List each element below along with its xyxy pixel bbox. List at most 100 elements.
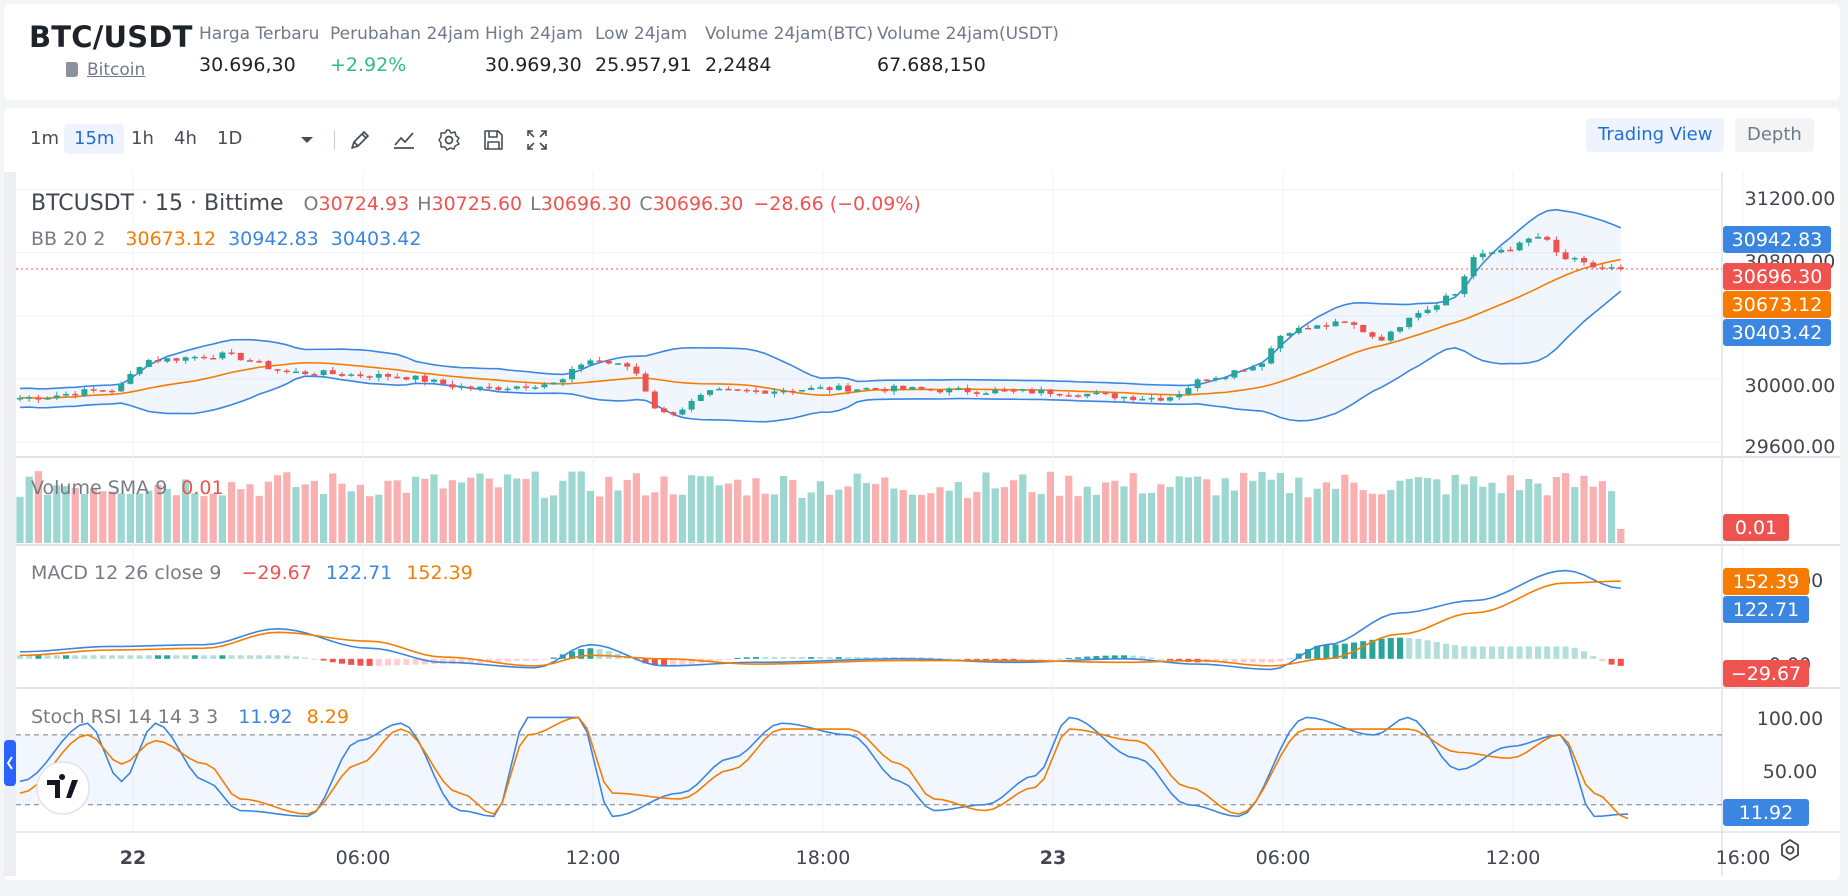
macd-histogram-bar xyxy=(578,649,585,659)
timeframe-1m[interactable]: 1m xyxy=(30,128,59,149)
panel-expand-handle[interactable] xyxy=(4,740,16,786)
gear-icon[interactable] xyxy=(436,127,462,153)
macd-histogram-bar xyxy=(210,655,217,659)
macd-histogram-bar xyxy=(789,657,796,659)
tag-text: 152.39 xyxy=(1733,571,1799,593)
coin-link[interactable]: Bitcoin xyxy=(66,60,145,80)
line-chart-icon[interactable] xyxy=(391,127,417,153)
volume-bar xyxy=(945,490,953,543)
pen-icon[interactable] xyxy=(347,127,373,153)
volume-bar xyxy=(936,487,944,543)
candle-body xyxy=(127,374,134,384)
candle-body xyxy=(504,388,511,391)
tag-text: 30403.42 xyxy=(1732,322,1823,344)
stoch-rsi-pane xyxy=(16,716,1722,820)
coin-link-label[interactable]: Bitcoin xyxy=(87,60,146,80)
candle-body xyxy=(1259,363,1265,367)
volume-bar xyxy=(1617,529,1625,543)
timeframe-1d[interactable]: 1D xyxy=(217,128,243,149)
bb-upper-value: 30942.83 xyxy=(228,228,319,250)
volume-bar xyxy=(1295,477,1303,543)
stoch-rsi-legend: Stoch RSI 14 14 3 3 11.92 8.29 xyxy=(31,706,349,728)
volume-bar xyxy=(421,478,429,543)
volume-bar xyxy=(651,492,659,543)
macd-histogram-bar xyxy=(1369,639,1376,659)
candle-body xyxy=(81,389,88,396)
candle-body xyxy=(1222,377,1229,380)
candle-body xyxy=(265,361,272,370)
volume-bar xyxy=(770,494,778,543)
volume-bar xyxy=(706,476,714,543)
macd-histogram-bar xyxy=(348,658,355,665)
candle-body xyxy=(578,364,585,369)
volume-bar xyxy=(918,494,926,543)
timeframe-4h[interactable]: 4h xyxy=(174,128,197,149)
volume-bar xyxy=(384,480,392,543)
volume-bar xyxy=(678,494,686,543)
candle-body xyxy=(789,390,796,393)
volume-bar xyxy=(881,477,889,543)
macd-line xyxy=(19,569,1621,671)
ohlc-close: 30696.30 xyxy=(653,193,744,215)
candle-body xyxy=(1415,313,1422,318)
candle-body xyxy=(771,391,778,394)
macd-histogram-bar xyxy=(605,650,612,659)
volume-bar xyxy=(136,493,144,543)
macd-histogram-bar xyxy=(1323,644,1330,659)
volume-bar xyxy=(182,479,190,543)
stat-label: Harga Terbaru xyxy=(199,24,320,44)
volume-bar xyxy=(1157,484,1165,543)
candle-body xyxy=(707,390,713,395)
candle-body xyxy=(541,384,548,388)
macd-histogram-bar xyxy=(927,657,934,659)
price-tick: 31200.00 xyxy=(1745,188,1836,210)
chevron-down-icon[interactable] xyxy=(294,127,320,153)
volume-bar xyxy=(1322,482,1330,543)
macd-histogram-bar xyxy=(707,658,713,662)
volume-bar xyxy=(1580,475,1588,543)
candle-body xyxy=(495,387,502,391)
candle-body xyxy=(927,388,934,391)
candle-body xyxy=(1452,294,1459,296)
macd-histogram-bar xyxy=(1387,637,1394,659)
left-scroll-strip[interactable] xyxy=(4,172,16,876)
depth-button[interactable]: Depth xyxy=(1735,118,1814,152)
volume-bar xyxy=(669,494,677,543)
volume-bar xyxy=(1516,490,1524,543)
volume-bar xyxy=(559,480,567,543)
volume-bar xyxy=(1056,495,1064,543)
candle-body xyxy=(642,373,649,392)
volume-bar xyxy=(34,471,42,543)
fullscreen-icon[interactable] xyxy=(524,127,550,153)
volume-bar xyxy=(1304,497,1312,543)
save-icon[interactable] xyxy=(480,127,506,153)
candle-body xyxy=(725,388,732,391)
trading-view-button[interactable]: Trading View xyxy=(1586,118,1725,152)
tradingview-logo[interactable] xyxy=(36,761,90,815)
volume-bar xyxy=(1230,490,1238,543)
candle-body xyxy=(697,394,704,401)
volume-bar xyxy=(715,485,723,543)
bb-lower-line xyxy=(19,290,1622,423)
macd-histogram-bar xyxy=(1222,658,1229,663)
timeframe-15m[interactable]: 15m xyxy=(64,124,125,154)
candle-body xyxy=(1065,395,1072,397)
macd-histogram-bar xyxy=(1010,658,1017,661)
macd-histogram-bar xyxy=(394,658,401,666)
macd-histogram-bar xyxy=(1507,646,1514,659)
ohlc-low: 30696.30 xyxy=(541,193,632,215)
macd-histogram-bar xyxy=(900,657,907,659)
macd-histogram-bar xyxy=(513,658,520,661)
timeframe-1h[interactable]: 1h xyxy=(131,128,154,149)
candle-body xyxy=(633,366,640,374)
chart-settings-icon[interactable] xyxy=(1781,838,1799,862)
volume-bar xyxy=(688,475,696,543)
candle-body xyxy=(366,376,373,378)
candle-body xyxy=(605,360,612,364)
macd-histogram-bar xyxy=(53,655,60,659)
candle-body xyxy=(1360,324,1367,333)
volume-bar xyxy=(844,486,852,543)
macd-histogram-bar xyxy=(136,655,143,659)
macd-histogram-bar xyxy=(642,658,649,664)
